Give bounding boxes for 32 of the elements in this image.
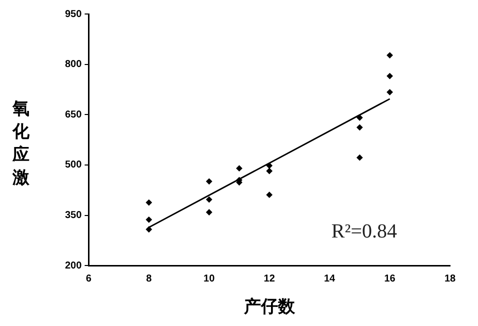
point xyxy=(386,52,393,58)
x-axis-title: 产仔数 xyxy=(242,297,296,318)
point xyxy=(356,114,363,121)
point xyxy=(146,216,152,223)
y-tick-label: 200 xyxy=(64,260,82,272)
point xyxy=(146,199,152,206)
x-tick-label: 16 xyxy=(384,273,396,284)
annotation: R²=0.84 xyxy=(331,220,397,243)
x-tick-label: 10 xyxy=(204,273,216,284)
y-axis-title: 氧化应激 xyxy=(11,98,30,190)
point xyxy=(206,178,212,185)
x-tick-label: 14 xyxy=(324,273,336,284)
y-tick-label: 800 xyxy=(64,59,82,70)
x-tick-label: 8 xyxy=(146,273,152,284)
y-tick-label: 950 xyxy=(64,8,82,20)
point xyxy=(266,192,273,198)
point xyxy=(356,124,363,131)
y-tick-label: 350 xyxy=(64,210,82,222)
point xyxy=(386,72,393,80)
y-tick-label: 500 xyxy=(64,160,82,171)
point xyxy=(206,196,212,203)
x-tick-label: 12 xyxy=(264,273,276,284)
point xyxy=(266,168,273,174)
x-tick-label: 6 xyxy=(86,273,92,284)
point xyxy=(266,162,273,169)
y-tick-label: 650 xyxy=(64,109,82,120)
point xyxy=(206,209,212,216)
point xyxy=(356,154,363,161)
x-tick-label: 18 xyxy=(444,273,456,284)
point xyxy=(146,226,152,233)
point xyxy=(386,88,393,96)
point xyxy=(236,165,242,172)
